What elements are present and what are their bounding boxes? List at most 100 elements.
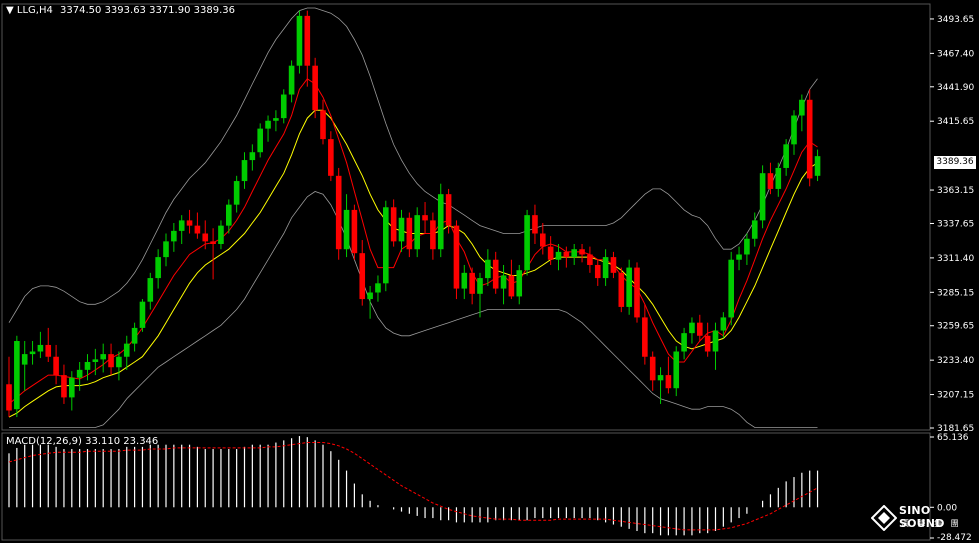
candle-body — [602, 257, 609, 279]
candle-body — [618, 272, 625, 307]
candle-body — [775, 167, 782, 189]
candle-body — [139, 301, 146, 328]
candle-body — [500, 275, 507, 289]
candle-body — [626, 267, 632, 307]
candle-body — [61, 375, 67, 398]
candle-body — [14, 341, 20, 410]
candle-body — [704, 335, 711, 352]
candle-body — [69, 377, 75, 398]
candle-body — [806, 99, 813, 179]
candle-body — [320, 110, 326, 140]
macd-tick-label: 65.136 — [937, 433, 969, 443]
candle-body — [76, 369, 83, 378]
macd-signal-line — [8, 442, 818, 531]
macd-signal-path — [8, 442, 818, 531]
ohlc-values: 3374.50 3393.63 3371.90 3389.36 — [60, 5, 235, 16]
candle-body — [233, 181, 240, 205]
candle-body — [218, 225, 224, 244]
candle-body — [681, 333, 687, 352]
candle-body — [178, 220, 185, 231]
symbol-label: LLG,H4 — [16, 5, 53, 16]
candle-body — [296, 15, 303, 66]
price-tick-label: 3259.65 — [937, 322, 974, 332]
candle-body — [744, 238, 750, 255]
candle-body — [116, 356, 122, 368]
candle-body — [171, 230, 177, 242]
price-panel — [1, 3, 931, 431]
macd-axis: 65.136 0.00 -28.472 — [930, 433, 972, 543]
candlesticks — [6, 10, 821, 418]
logo-subtitle: 漢 聲 集 團 — [901, 519, 962, 528]
price-tick-label: 3233.40 — [937, 356, 974, 366]
candle-body — [469, 272, 475, 294]
price-tick-label: 3415.65 — [937, 117, 974, 127]
candle-body — [697, 322, 703, 336]
macd-panel — [1, 432, 931, 541]
candle-body — [84, 361, 91, 370]
candle-body — [665, 375, 672, 389]
candle-body — [453, 225, 460, 289]
candle-body — [571, 249, 577, 258]
candle-body — [241, 160, 248, 182]
price-tick-label: 3311.40 — [937, 254, 974, 264]
price-tick-label: 3467.40 — [937, 49, 974, 59]
band-upper-line — [8, 7, 818, 323]
candle-body — [375, 283, 381, 293]
price-tick-label: 3207.15 — [937, 391, 974, 401]
candle-body — [508, 275, 515, 297]
candle-body — [610, 257, 617, 273]
candle-body — [759, 173, 766, 221]
sino-sound-logo: SINO SOUND 漢 聲 集 團 — [871, 503, 971, 533]
candle-body — [226, 204, 232, 226]
candle-body — [579, 249, 585, 255]
candle-body — [367, 292, 373, 300]
candle-body — [751, 220, 758, 239]
candle-body — [21, 354, 28, 365]
macd-tick-label: 0.00 — [937, 503, 957, 513]
candle-body — [257, 128, 263, 153]
candle-body — [383, 207, 389, 284]
candle-body — [304, 15, 311, 66]
candle-body — [210, 241, 216, 244]
logo-name: SINO SOUND — [899, 504, 945, 530]
candle-body — [767, 173, 774, 189]
candle-body — [712, 330, 719, 352]
candle-body — [461, 272, 468, 289]
candle-body — [312, 65, 318, 111]
candle-body — [155, 257, 161, 279]
candle-body — [492, 259, 499, 289]
price-axis: 3493.65 3467.40 3441.90 3415.65 3363.15 3337.… — [930, 15, 974, 434]
candle-body — [273, 118, 279, 121]
candle-body — [131, 327, 138, 344]
macd-histogram — [8, 436, 819, 536]
candle-body — [649, 356, 656, 381]
candle-body — [791, 115, 797, 145]
dropdown-triangle-icon[interactable]: ▼ — [6, 5, 14, 16]
candle-body — [147, 278, 154, 302]
candle-body — [547, 246, 554, 260]
candle-body — [335, 175, 342, 250]
candle-body — [100, 354, 106, 360]
price-tick-label: 3181.65 — [937, 424, 974, 434]
candle-body — [445, 194, 452, 226]
candle-body — [437, 194, 444, 250]
candle-body — [265, 120, 271, 129]
candle-body — [202, 233, 209, 242]
candle-body — [814, 156, 821, 176]
candle-body — [280, 94, 287, 119]
candle-body — [516, 270, 523, 297]
candle-body — [45, 344, 52, 357]
candle-body — [736, 254, 742, 260]
candle-body — [485, 259, 491, 279]
candle-body — [657, 375, 664, 381]
candle-body — [194, 225, 201, 234]
candle-body — [359, 253, 366, 300]
candle-body — [477, 278, 483, 294]
candle-body — [430, 220, 436, 250]
candle-body — [108, 354, 114, 368]
candle-body — [587, 254, 593, 265]
candle-body — [414, 215, 420, 250]
candle-body — [6, 384, 12, 411]
logo-diamond-icon — [871, 505, 897, 531]
